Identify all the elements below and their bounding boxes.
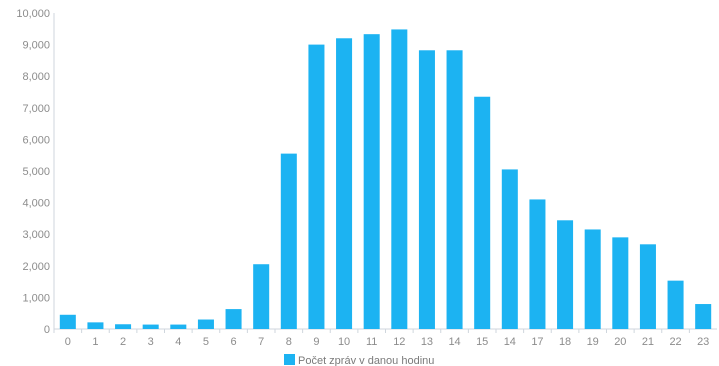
x-tick-label: 21 bbox=[642, 336, 654, 348]
x-tick-label: 2 bbox=[120, 336, 126, 348]
x-tick-label: 0 bbox=[65, 336, 71, 348]
bar[interactable] bbox=[529, 199, 546, 329]
legend-label: Počet zpráv v danou hodinu bbox=[298, 355, 434, 366]
bar[interactable] bbox=[253, 264, 270, 329]
x-tick-label: 8 bbox=[286, 336, 292, 348]
y-tick-label: 8,000 bbox=[22, 71, 50, 83]
x-tick-label: 13 bbox=[421, 336, 433, 348]
y-tick-label: 3,000 bbox=[22, 229, 50, 241]
x-tick-label: 12 bbox=[393, 336, 405, 348]
x-tick-label: 14 bbox=[504, 336, 516, 348]
y-tick-label: 6,000 bbox=[22, 134, 50, 146]
bar[interactable] bbox=[391, 29, 408, 329]
bar[interactable] bbox=[280, 153, 297, 329]
x-tick-label: 14 bbox=[448, 336, 460, 348]
bar-series bbox=[59, 29, 712, 330]
x-tick-label: 17 bbox=[531, 336, 543, 348]
y-tick-label: 9,000 bbox=[22, 40, 50, 52]
bar[interactable] bbox=[639, 244, 656, 329]
x-tick-label: 7 bbox=[258, 336, 264, 348]
bar[interactable] bbox=[612, 237, 629, 329]
bar[interactable] bbox=[584, 229, 601, 329]
x-tick-label: 23 bbox=[697, 336, 709, 348]
bar[interactable] bbox=[225, 309, 242, 329]
y-tick-label: 5,000 bbox=[22, 166, 50, 178]
x-tick-label: 9 bbox=[313, 336, 319, 348]
y-tick-label: 4,000 bbox=[22, 198, 50, 210]
x-tick-label: 15 bbox=[476, 336, 488, 348]
x-axis: 0 1 2 3 4 5 6 7 8 9 10 11 12 13 14 15 14 17 18 19 20 21 22 23 bbox=[53, 328, 717, 348]
bar[interactable] bbox=[695, 304, 712, 329]
x-tick-label: 6 bbox=[231, 336, 237, 348]
x-tick-label: 5 bbox=[203, 336, 209, 348]
x-tick-label: 11 bbox=[366, 336, 377, 348]
bar[interactable] bbox=[336, 38, 353, 329]
bar[interactable] bbox=[87, 322, 104, 329]
bar[interactable] bbox=[557, 220, 574, 329]
legend[interactable]: Počet zpráv v danou hodinu bbox=[284, 354, 434, 366]
x-tick-label: 3 bbox=[148, 336, 154, 348]
x-tick-label: 18 bbox=[559, 336, 571, 348]
bar[interactable] bbox=[474, 96, 491, 330]
bar[interactable] bbox=[170, 324, 187, 329]
y-axis: 0 1,000 2,000 3,000 4,000 5,000 6,000 7,000 8,00… bbox=[16, 8, 55, 336]
x-tick-label: 22 bbox=[669, 336, 681, 348]
x-tick-label: 4 bbox=[175, 336, 181, 348]
bar[interactable] bbox=[115, 324, 132, 329]
y-tick-label: 1,000 bbox=[22, 292, 50, 304]
legend-swatch bbox=[284, 354, 295, 365]
x-tick-label: 10 bbox=[338, 336, 350, 348]
bar[interactable] bbox=[418, 50, 435, 330]
bar[interactable] bbox=[197, 319, 214, 329]
y-tick-label: 2,000 bbox=[22, 261, 50, 273]
y-tick-label: 10,000 bbox=[16, 8, 50, 20]
bar[interactable] bbox=[308, 44, 325, 329]
x-tick-label: 20 bbox=[614, 336, 626, 348]
bar[interactable] bbox=[363, 34, 380, 330]
x-tick-label: 1 bbox=[92, 336, 98, 348]
y-tick-label: 0 bbox=[44, 324, 50, 336]
bar[interactable] bbox=[446, 50, 463, 330]
x-tick-label: 19 bbox=[587, 336, 599, 348]
bar[interactable] bbox=[59, 314, 76, 329]
bar[interactable] bbox=[667, 280, 684, 329]
y-tick-label: 7,000 bbox=[22, 103, 50, 115]
bar[interactable] bbox=[142, 324, 159, 329]
bar[interactable] bbox=[501, 169, 518, 329]
